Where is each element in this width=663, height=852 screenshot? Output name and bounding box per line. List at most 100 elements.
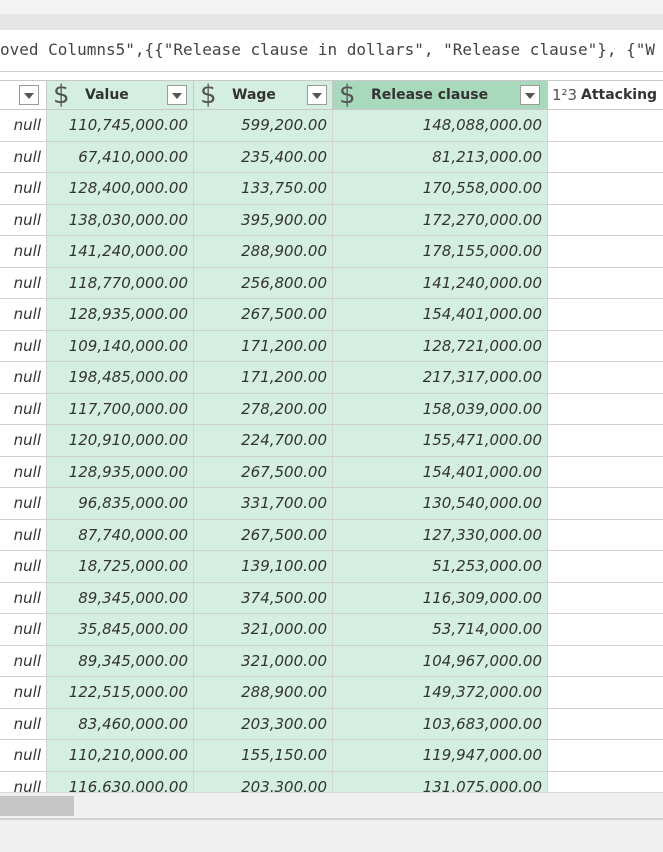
- data-grid[interactable]: $ Value $ Wage $ Release clause 1²3 Atta…: [0, 72, 663, 792]
- cell-previous[interactable]: null: [0, 393, 47, 424]
- cell-release-clause[interactable]: 51,253,000.00: [333, 551, 548, 582]
- table-row[interactable]: null 83,460,000.00 203,300.00 103,683,000.0…: [0, 708, 663, 740]
- cell-wage[interactable]: 133,750.00: [194, 173, 333, 204]
- cell-value[interactable]: 122,515,000.00: [47, 677, 194, 708]
- cell-release-clause[interactable]: 104,967,000.00: [333, 645, 548, 676]
- cell-previous[interactable]: null: [0, 645, 47, 676]
- cell-attacking[interactable]: [548, 677, 663, 708]
- cell-release-clause[interactable]: 119,947,000.00: [333, 740, 548, 771]
- table-row[interactable]: null 128,400,000.00 133,750.00 170,558,000.…: [0, 173, 663, 205]
- cell-attacking[interactable]: [548, 236, 663, 267]
- cell-value[interactable]: 138,030,000.00: [47, 204, 194, 235]
- column-filter-button[interactable]: [167, 85, 187, 105]
- cell-attacking[interactable]: [548, 173, 663, 204]
- cell-release-clause[interactable]: 155,471,000.00: [333, 425, 548, 456]
- table-row[interactable]: null 110,745,000.00 599,200.00 148,088,000.…: [0, 110, 663, 142]
- cell-wage[interactable]: 267,500.00: [194, 299, 333, 330]
- cell-release-clause[interactable]: 154,401,000.00: [333, 456, 548, 487]
- table-row[interactable]: null 122,515,000.00 288,900.00 149,372,000.…: [0, 677, 663, 709]
- cell-wage[interactable]: 235,400.00: [194, 141, 333, 172]
- cell-attacking[interactable]: [548, 520, 663, 551]
- cell-wage[interactable]: 331,700.00: [194, 488, 333, 519]
- cell-attacking[interactable]: [548, 772, 663, 793]
- table-row[interactable]: null 18,725,000.00 139,100.00 51,253,000.00: [0, 551, 663, 583]
- column-filter-button[interactable]: [307, 85, 327, 105]
- table-row[interactable]: null 110,210,000.00 155,150.00 119,947,000.…: [0, 740, 663, 772]
- cell-previous[interactable]: null: [0, 551, 47, 582]
- cell-release-clause[interactable]: 149,372,000.00: [333, 677, 548, 708]
- cell-previous[interactable]: null: [0, 771, 47, 792]
- cell-attacking[interactable]: [548, 331, 663, 362]
- currency-type-icon[interactable]: $: [339, 80, 356, 110]
- cell-release-clause[interactable]: 127,330,000.00: [333, 519, 548, 550]
- cell-previous[interactable]: null: [0, 488, 47, 519]
- cell-release-clause[interactable]: 103,683,000.00: [333, 708, 548, 739]
- table-row[interactable]: null 35,845,000.00 321,000.00 53,714,000.00: [0, 614, 663, 646]
- cell-release-clause[interactable]: 131,075,000.00: [333, 771, 548, 792]
- cell-attacking[interactable]: [548, 551, 663, 582]
- cell-value[interactable]: 117,700,000.00: [47, 393, 194, 424]
- cell-release-clause[interactable]: 81,213,000.00: [333, 141, 548, 172]
- cell-wage[interactable]: 155,150.00: [194, 740, 333, 771]
- cell-release-clause[interactable]: 116,309,000.00: [333, 582, 548, 613]
- table-row[interactable]: null 87,740,000.00 267,500.00 127,330,000.0…: [0, 519, 663, 551]
- scrollbar-thumb[interactable]: [0, 796, 74, 816]
- cell-value[interactable]: 89,345,000.00: [47, 582, 194, 613]
- table-row[interactable]: null 118,770,000.00 256,800.00 141,240,000.…: [0, 267, 663, 299]
- cell-previous[interactable]: null: [0, 582, 47, 613]
- cell-previous[interactable]: null: [0, 362, 47, 393]
- cell-previous[interactable]: null: [0, 236, 47, 267]
- cell-release-clause[interactable]: 128,721,000.00: [333, 330, 548, 361]
- whole-number-type-icon[interactable]: 1²3: [552, 86, 578, 104]
- cell-value[interactable]: 109,140,000.00: [47, 330, 194, 361]
- cell-wage[interactable]: 599,200.00: [194, 110, 333, 141]
- cell-previous[interactable]: null: [0, 204, 47, 235]
- cell-attacking[interactable]: [548, 646, 663, 677]
- cell-wage[interactable]: 395,900.00: [194, 204, 333, 235]
- cell-previous[interactable]: null: [0, 614, 47, 645]
- cell-value[interactable]: 128,935,000.00: [47, 456, 194, 487]
- cell-previous[interactable]: null: [0, 456, 47, 487]
- cell-previous[interactable]: null: [0, 330, 47, 361]
- cell-release-clause[interactable]: 141,240,000.00: [333, 267, 548, 298]
- cell-release-clause[interactable]: 170,558,000.00: [333, 173, 548, 204]
- cell-wage[interactable]: 278,200.00: [194, 393, 333, 424]
- cell-previous[interactable]: null: [0, 267, 47, 298]
- cell-previous[interactable]: null: [0, 519, 47, 550]
- horizontal-scrollbar[interactable]: [0, 792, 663, 818]
- cell-value[interactable]: 89,345,000.00: [47, 645, 194, 676]
- cell-previous[interactable]: null: [0, 740, 47, 771]
- cell-wage[interactable]: 224,700.00: [194, 425, 333, 456]
- cell-release-clause[interactable]: 172,270,000.00: [333, 204, 548, 235]
- cell-wage[interactable]: 203,300.00: [194, 771, 333, 792]
- cell-release-clause[interactable]: 217,317,000.00: [333, 362, 548, 393]
- table-row[interactable]: null 128,935,000.00 267,500.00 154,401,000.…: [0, 299, 663, 331]
- column-filter-button[interactable]: [520, 85, 540, 105]
- cell-attacking[interactable]: [548, 110, 663, 141]
- cell-value[interactable]: 198,485,000.00: [47, 362, 194, 393]
- cell-value[interactable]: 128,935,000.00: [47, 299, 194, 330]
- column-header-wage[interactable]: $ Wage: [194, 81, 333, 109]
- cell-value[interactable]: 35,845,000.00: [47, 614, 194, 645]
- cell-wage[interactable]: 321,000.00: [194, 614, 333, 645]
- cell-release-clause[interactable]: 148,088,000.00: [333, 110, 548, 141]
- cell-attacking[interactable]: [548, 362, 663, 393]
- cell-attacking[interactable]: [548, 205, 663, 236]
- column-header-attacking[interactable]: 1²3 Attacking: [548, 81, 663, 109]
- cell-wage[interactable]: 171,200.00: [194, 330, 333, 361]
- cell-wage[interactable]: 139,100.00: [194, 551, 333, 582]
- table-row[interactable]: null 67,410,000.00 235,400.00 81,213,000.00: [0, 141, 663, 173]
- table-row[interactable]: null 128,935,000.00 267,500.00 154,401,000.…: [0, 456, 663, 488]
- cell-release-clause[interactable]: 158,039,000.00: [333, 393, 548, 424]
- cell-wage[interactable]: 203,300.00: [194, 708, 333, 739]
- cell-attacking[interactable]: [548, 709, 663, 740]
- currency-type-icon[interactable]: $: [53, 80, 70, 110]
- formula-bar[interactable]: oved Columns5",{{"Release clause in doll…: [0, 30, 663, 72]
- table-row[interactable]: null 117,700,000.00 278,200.00 158,039,000.…: [0, 393, 663, 425]
- cell-previous[interactable]: null: [0, 299, 47, 330]
- table-row[interactable]: null 116,630,000.00 203,300.00 131,075,000.…: [0, 771, 663, 793]
- cell-wage[interactable]: 267,500.00: [194, 519, 333, 550]
- cell-attacking[interactable]: [548, 614, 663, 645]
- cell-wage[interactable]: 321,000.00: [194, 645, 333, 676]
- cell-release-clause[interactable]: 154,401,000.00: [333, 299, 548, 330]
